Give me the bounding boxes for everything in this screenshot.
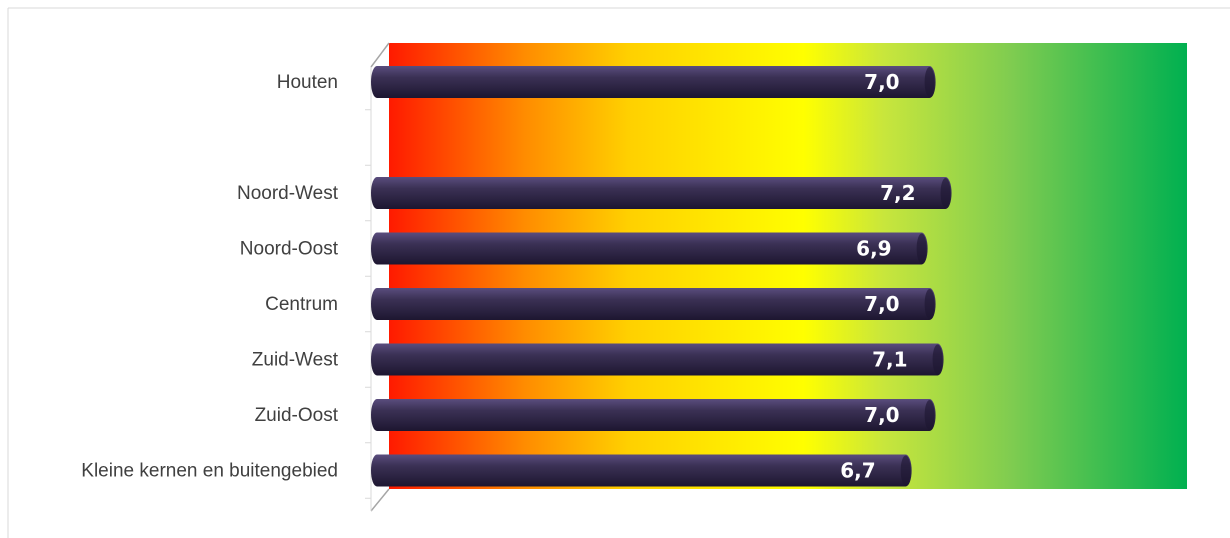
value-label: 7,0: [864, 292, 899, 316]
axis-depth-bottom: [370, 488, 390, 512]
bar: [371, 454, 912, 487]
bar: [371, 66, 936, 98]
bar: [371, 288, 936, 320]
plot-area: [365, 42, 1187, 512]
bar: [371, 343, 944, 376]
bar-end-cap: [924, 400, 935, 430]
value-label: 7,1: [872, 348, 907, 372]
bar-end-cap: [924, 67, 935, 97]
bar: [371, 177, 952, 209]
category-label: Noord-West: [237, 183, 339, 204]
value-label: 7,2: [880, 181, 915, 205]
category-label: Houten: [277, 72, 338, 93]
value-label: 7,0: [864, 70, 899, 94]
bar: [371, 232, 928, 265]
bar-end-cap: [940, 178, 951, 208]
category-label: Centrum: [265, 294, 338, 315]
value-label: 6,9: [856, 237, 891, 261]
value-label: 6,7: [840, 459, 875, 483]
axis-depth-top: [370, 42, 390, 68]
bar: [371, 399, 936, 431]
bar-end-cap: [924, 289, 935, 319]
bar-end-cap: [916, 233, 927, 264]
bar-end-cap: [932, 344, 943, 375]
category-label: Zuid-West: [252, 350, 339, 371]
category-label: Noord-Oost: [240, 239, 339, 260]
category-label: Zuid-Oost: [255, 405, 339, 426]
value-label: 7,0: [864, 403, 899, 427]
category-label: Kleine kernen en buitengebied: [81, 461, 338, 482]
bar-end-cap: [900, 455, 911, 486]
